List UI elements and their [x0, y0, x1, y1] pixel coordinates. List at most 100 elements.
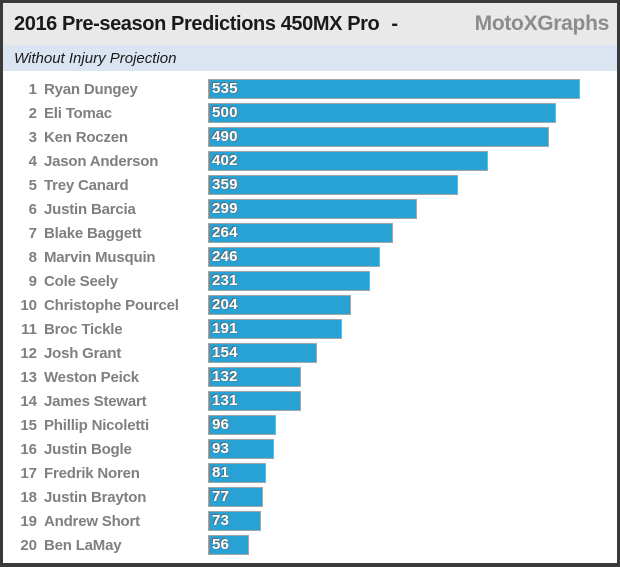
value-label: 402 [212, 152, 238, 169]
value-label: 264 [212, 224, 238, 241]
bar-track: 154 [208, 343, 617, 363]
value-label: 231 [212, 272, 238, 289]
rider-name: Marvin Musquin [44, 248, 156, 266]
rider-rank: 2 [28, 104, 37, 122]
value-bar: 73 [208, 511, 261, 531]
chart-subtitle-band: Without Injury Projection [3, 45, 617, 71]
rider-rank: 9 [28, 272, 37, 290]
rider-rank: 18 [20, 488, 37, 506]
chart-row: 3 Ken Roczen 490 [3, 125, 617, 149]
bar-track: 73 [208, 511, 617, 531]
value-bar: 299 [208, 199, 417, 219]
chart-row: 19 Andrew Short 73 [3, 509, 617, 533]
value-bar: 132 [208, 367, 302, 387]
chart-subtitle: Without Injury Projection [14, 49, 177, 67]
value-label: 490 [212, 128, 238, 145]
bar-track: 535 [208, 79, 617, 99]
bar-track: 93 [208, 439, 617, 459]
rider-name: Trey Canard [44, 176, 129, 194]
rider-name: Jason Anderson [44, 152, 159, 170]
bar-track: 132 [208, 367, 617, 387]
rider-rank: 12 [20, 344, 37, 362]
value-bar: 500 [208, 103, 556, 123]
value-label: 359 [212, 176, 238, 193]
chart-row: 9 Cole Seely 231 [3, 269, 617, 293]
value-bar: 81 [208, 463, 267, 483]
value-bar: 490 [208, 127, 550, 147]
rider-rank: 11 [21, 320, 37, 338]
rider-rank: 20 [20, 536, 37, 554]
rider-name: Justin Bogle [44, 440, 132, 458]
value-label: 154 [212, 344, 238, 361]
bar-track: 131 [208, 391, 617, 411]
rider-rank: 19 [20, 512, 37, 530]
rider-name: Josh Grant [44, 344, 122, 362]
value-label: 204 [212, 296, 238, 313]
bar-track: 299 [208, 199, 617, 219]
rider-name: Andrew Short [44, 512, 140, 530]
title-separator: - [391, 12, 399, 35]
rider-rank: 16 [20, 440, 37, 458]
chart-row: 16 Justin Bogle 93 [3, 437, 617, 461]
rider-name: Ken Roczen [44, 128, 128, 146]
value-bar: 231 [208, 271, 370, 291]
rider-rank: 1 [28, 80, 37, 98]
value-bar: 154 [208, 343, 317, 363]
value-bar: 204 [208, 295, 352, 315]
rider-name: Phillip Nicoletti [44, 416, 149, 434]
value-label: 191 [212, 320, 238, 337]
chart-row: 11 Broc Tickle 191 [3, 317, 617, 341]
value-label: 93 [212, 440, 230, 457]
value-bar: 131 [208, 391, 301, 411]
chart-title-band: 2016 Pre-season Predictions 450MX Pro - … [3, 3, 617, 45]
rider-name: Broc Tickle [44, 320, 123, 338]
rider-name: Ryan Dungey [44, 80, 138, 98]
bar-track: 96 [208, 415, 617, 435]
rider-name: Eli Tomac [44, 104, 112, 122]
bar-track: 246 [208, 247, 617, 267]
value-label: 96 [212, 416, 230, 433]
rider-name: Cole Seely [44, 272, 118, 290]
value-bar: 246 [208, 247, 381, 267]
rider-name: Ben LaMay [44, 536, 122, 554]
bar-track: 402 [208, 151, 617, 171]
rider-name: Blake Baggett [44, 224, 142, 242]
bar-track: 359 [208, 175, 617, 195]
chart-row: 2 Eli Tomac 500 [3, 101, 617, 125]
value-bar: 535 [208, 79, 581, 99]
value-bar: 77 [208, 487, 264, 507]
bar-track: 77 [208, 487, 617, 507]
rider-name: James Stewart [44, 392, 147, 410]
value-label: 535 [212, 80, 238, 97]
chart-row: 5 Trey Canard 359 [3, 173, 617, 197]
rider-rank: 17 [20, 464, 37, 482]
bar-track: 490 [208, 127, 617, 147]
chart-row: 20 Ben LaMay 56 [3, 533, 617, 557]
chart-row: 10 Christophe Pourcel 204 [3, 293, 617, 317]
rider-rank: 4 [28, 152, 37, 170]
bar-track: 231 [208, 271, 617, 291]
rider-rank: 5 [28, 176, 37, 194]
bar-track: 264 [208, 223, 617, 243]
chart-row: 12 Josh Grant 154 [3, 341, 617, 365]
value-label: 56 [212, 536, 230, 553]
bar-chart-plot-area: 1 Ryan Dungey 535 2 Eli Tomac 500 3 Ken … [3, 77, 617, 557]
rider-name: Justin Barcia [44, 200, 136, 218]
chart-row: 7 Blake Baggett 264 [3, 221, 617, 245]
rider-rank: 8 [28, 248, 37, 266]
rider-rank: 10 [20, 296, 37, 314]
value-label: 132 [212, 368, 238, 385]
chart-row: 6 Justin Barcia 299 [3, 197, 617, 221]
rider-name: Christophe Pourcel [44, 296, 179, 314]
value-bar: 191 [208, 319, 343, 339]
chart-row: 13 Weston Peick 132 [3, 365, 617, 389]
rider-rank: 3 [28, 128, 37, 146]
value-bar: 402 [208, 151, 489, 171]
chart-row: 1 Ryan Dungey 535 [3, 77, 617, 101]
rider-rank: 14 [20, 392, 37, 410]
value-label: 81 [212, 464, 230, 481]
chart-row: 14 James Stewart 131 [3, 389, 617, 413]
rider-rank: 13 [20, 368, 37, 386]
rider-rank: 7 [28, 224, 37, 242]
